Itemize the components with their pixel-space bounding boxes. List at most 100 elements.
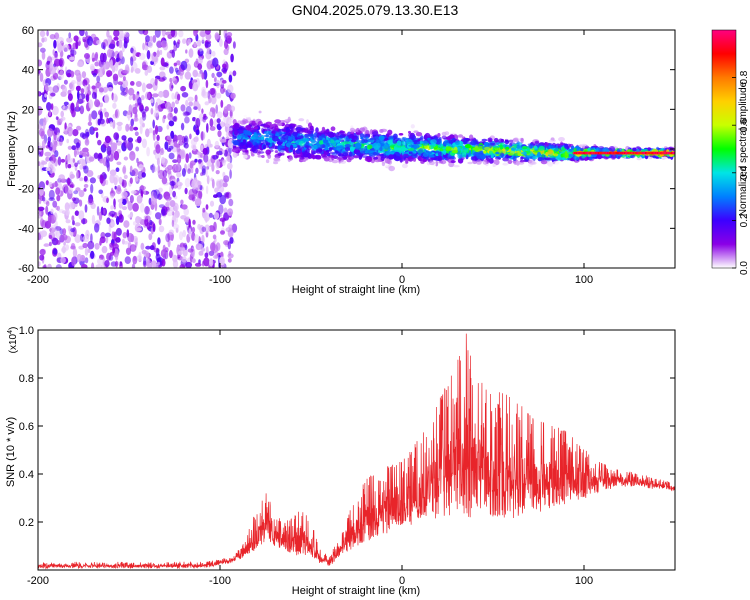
spectrogram-signal-cell [251,153,255,157]
spectrogram-noise-cell [126,110,131,115]
spectrogram-noise-cell [208,96,212,104]
spectrogram-signal-cell [464,144,472,149]
spectrogram-signal-cell [247,116,251,122]
spectrogram-noise-cell [220,99,224,108]
spectrogram-signal-cell [493,159,500,166]
spectrogram-signal-cell [244,133,248,139]
spectrogram-noise-cell [187,168,192,174]
spectrogram-noise-cell [191,79,195,84]
spectrogram-noise-cell [69,202,77,209]
spectrogram-noise-cell [151,166,157,173]
spectrogram-noise-cell [113,30,120,37]
spectrogram-noise-cell [82,235,90,243]
spectrogram-noise-cell [95,81,102,89]
spectrogram-noise-cell [56,205,60,211]
spectrogram-signal-cell [336,152,342,156]
spectrogram-signal-cell [315,148,323,154]
spectrogram-noise-cell [85,95,89,101]
spectrogram-noise-cell [228,250,232,256]
spectrogram-noise-cell [157,237,161,245]
spectrogram-noise-cell [141,172,146,178]
spectrogram-noise-cell [74,222,81,227]
spectrogram-signal-cell [274,125,279,131]
spectrogram-noise-cell [146,222,151,230]
colorbar-ticks: 0.0 0.2 0.4 0.6 0.8 [732,70,750,275]
spectrogram-noise-cell [128,95,133,101]
spectrogram-signal-cell [271,130,276,134]
spectrogram-noise-cell [133,117,139,122]
spectrogram-noise-cell [122,198,127,206]
spectrogram-noise-cell [121,191,128,199]
spectrogram-noise-cell [232,70,237,77]
spectrogram-noise-cell [194,198,202,207]
spectrogram-noise-cell [98,189,103,195]
spectrogram-noise-cell [165,31,172,36]
spectrogram-signal-cell [330,139,335,144]
spectrogram-y-tick-label: 40 [22,65,34,77]
spectrogram-noise-cell [136,94,140,99]
spectrogram-noise-cell [100,232,106,239]
spectrogram-signal-cell [388,154,394,160]
spectrogram-signal-cell [277,123,283,126]
spectrogram-noise-cell [48,146,53,151]
colorbar-tick-label: 0.4 [739,165,750,179]
spectrogram-noise-cell [192,219,196,225]
spectrogram-noise-cell [56,194,61,202]
spectrogram-y-tick-label: -40 [18,223,34,235]
spectrogram-noise-cell [153,189,161,199]
spectrogram-noise-cell [53,39,57,49]
spectrogram-noise-cell [132,202,139,212]
spectrogram-noise-cell [68,187,73,194]
spectrogram-noise-cell [185,261,193,268]
spectrogram-noise-cell [194,94,198,102]
spectrogram-signal-cell [630,154,636,159]
spectrogram-noise-cell [183,242,188,249]
spectrogram-noise-cell [122,76,126,81]
spectrogram-signal-cell [312,154,316,160]
spectrogram-noise-cell [168,152,175,160]
spectrogram-x-tick-label: -100 [209,274,231,286]
spectrogram-signal-cell [323,157,330,162]
spectrogram-noise-cell [209,126,216,131]
spectrogram-noise-cell [209,88,216,95]
spectrogram-noise-cell [59,118,64,123]
spectrogram-noise-cell [181,256,187,263]
spectrogram-noise-cell [90,183,94,194]
spectrogram-noise-cell [110,142,118,152]
spectrogram-noise-cell [206,123,209,133]
spectrogram-signal-cell [390,144,395,149]
spectrogram-noise-cell [212,57,219,68]
spectrogram-noise-cell [99,254,104,260]
spectrogram-signal-cell [470,140,477,146]
spectrogram-noise-cell [220,139,227,143]
spectrogram-noise-cell [194,60,199,67]
spectrogram-noise-cell [115,253,119,261]
spectrogram-signal-cell [482,159,488,165]
spectrogram-noise-cell [108,224,112,233]
spectrogram-noise-cell [125,123,130,132]
spectrogram-noise-cell [219,38,223,47]
spectrogram-noise-cell [137,96,142,106]
spectrogram-noise-cell [183,142,186,148]
spectrogram-signal-cell [242,139,247,143]
spectrogram-noise-cell [188,228,192,238]
spectrogram-noise-cell [189,133,192,140]
spectrogram-noise-cell [104,232,111,238]
spectrogram-signal-cell [375,139,381,144]
spectrogram-noise-cell [117,199,123,203]
spectrogram-noise-cell [119,33,126,38]
spectrogram-noise-cell [130,81,135,86]
spectrogram-signal-cell [513,137,520,143]
spectrogram-noise-cell [90,250,95,259]
spectrogram-signal-cell [302,129,309,133]
spectrogram-noise-cell [184,71,192,80]
spectrogram-noise-cell [90,65,95,72]
spectrogram-noise-cell [75,40,79,50]
spectrogram-noise-cell [153,247,160,253]
spectrogram-signal-cell [242,154,248,159]
spectrogram-noise-cell [206,47,211,55]
spectrogram-noise-cell [45,180,49,186]
spectrogram-noise-cell [38,232,42,241]
spectrogram-noise-cell [42,196,46,202]
spectrogram-noise-cell [47,128,54,138]
